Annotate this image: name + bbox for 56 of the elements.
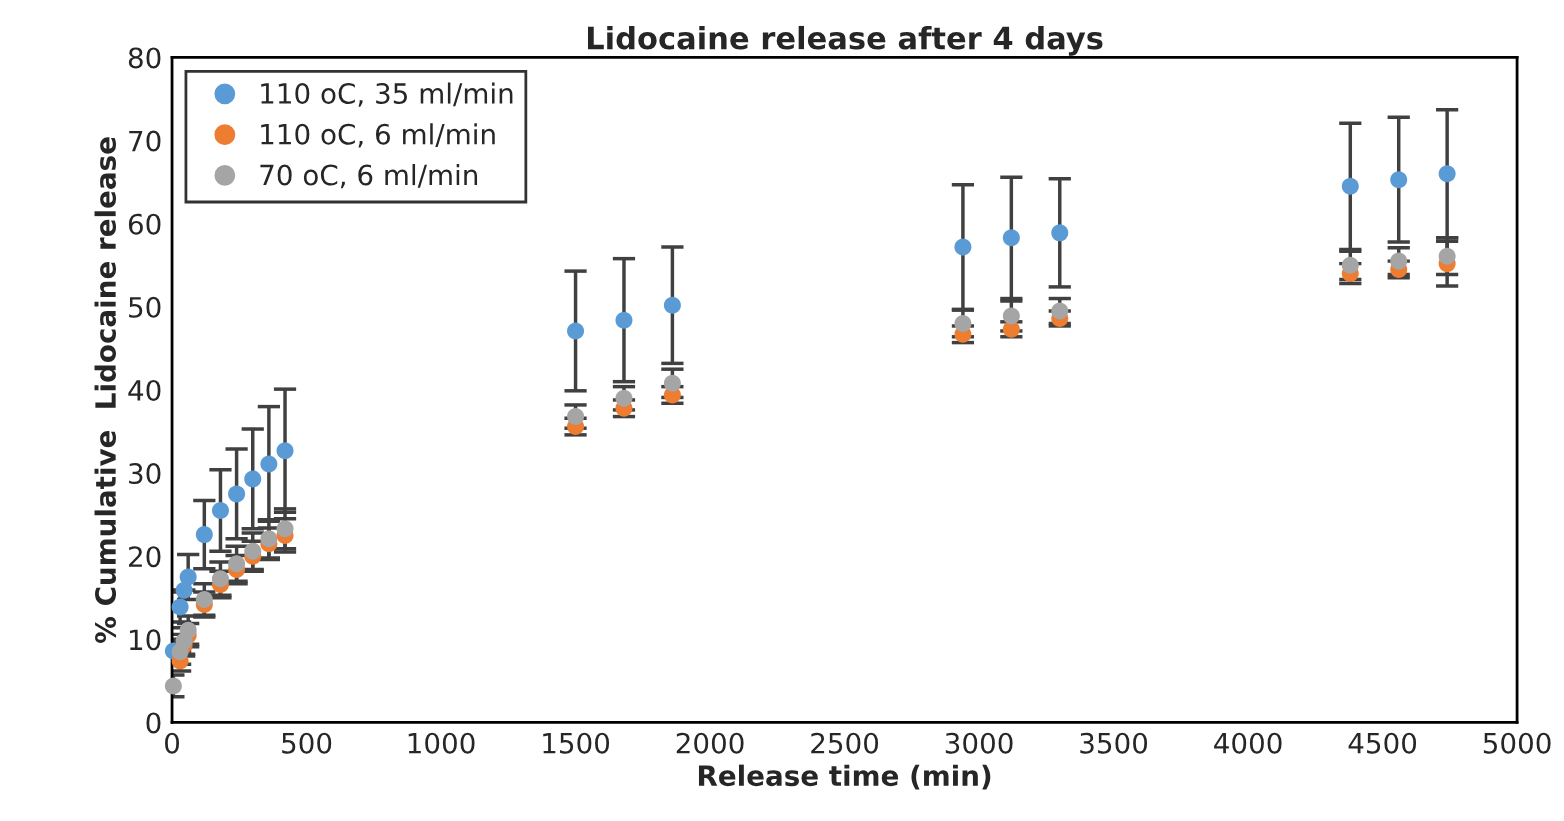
y-tick-label: 40 xyxy=(128,379,161,401)
x-tick-label: 3500 xyxy=(1080,732,1148,754)
point xyxy=(276,442,294,460)
y-tick-label: 0 xyxy=(146,712,161,734)
point xyxy=(260,455,278,473)
point xyxy=(244,470,262,488)
point xyxy=(179,568,197,586)
x-tick-label: 2500 xyxy=(811,732,879,754)
x-tick-label: 2000 xyxy=(676,732,744,754)
x-tick-label: 500 xyxy=(282,732,332,754)
point xyxy=(1390,171,1408,189)
point xyxy=(615,311,633,329)
y-tick-label: 20 xyxy=(129,546,161,568)
point xyxy=(244,542,262,560)
point xyxy=(1341,177,1359,195)
point xyxy=(567,322,585,340)
point xyxy=(1051,224,1069,242)
x-tick-label: 5000 xyxy=(1483,732,1551,754)
point xyxy=(954,314,972,332)
point xyxy=(1002,307,1020,325)
y-tick-label: 80 xyxy=(128,47,161,69)
point xyxy=(1438,247,1456,265)
x-tick-label: 4000 xyxy=(1214,732,1282,754)
point xyxy=(195,526,213,544)
x-tick-label: 1000 xyxy=(408,732,475,754)
point xyxy=(1002,229,1020,247)
point xyxy=(1051,302,1069,320)
point xyxy=(228,485,246,503)
y-tick-label: 50 xyxy=(129,296,161,318)
x-axis-title: Release time (min) xyxy=(698,764,991,790)
point xyxy=(663,374,681,392)
x-tick-label: 4500 xyxy=(1348,732,1417,754)
point xyxy=(228,555,246,573)
legend-label: 70 oC, 6 ml/min xyxy=(260,164,478,189)
y-tick-label: 70 xyxy=(129,130,161,152)
point xyxy=(1438,165,1456,183)
point xyxy=(164,677,182,695)
point xyxy=(211,570,229,588)
point xyxy=(663,296,681,314)
legend-label: 110 oC, 35 ml/min xyxy=(261,82,513,107)
y-axis-title: % Cumulative Lidocaine release xyxy=(94,137,117,644)
point xyxy=(260,530,278,548)
point xyxy=(954,238,972,256)
legend-label: 110 oC, 6 ml/min xyxy=(261,123,495,148)
point xyxy=(567,408,585,426)
chart-title: Lidocaine release after 4 days xyxy=(587,25,1103,56)
y-tick-label: 30 xyxy=(129,463,161,485)
point xyxy=(1390,252,1408,270)
point xyxy=(211,502,229,520)
x-tick-label: 0 xyxy=(165,732,180,754)
y-tick-label: 10 xyxy=(130,629,161,651)
point xyxy=(1341,256,1359,274)
y-tick-label: 60 xyxy=(128,213,161,235)
point xyxy=(171,598,189,616)
x-tick-label: 1500 xyxy=(543,732,610,754)
x-tick-label: 3000 xyxy=(945,732,1013,754)
